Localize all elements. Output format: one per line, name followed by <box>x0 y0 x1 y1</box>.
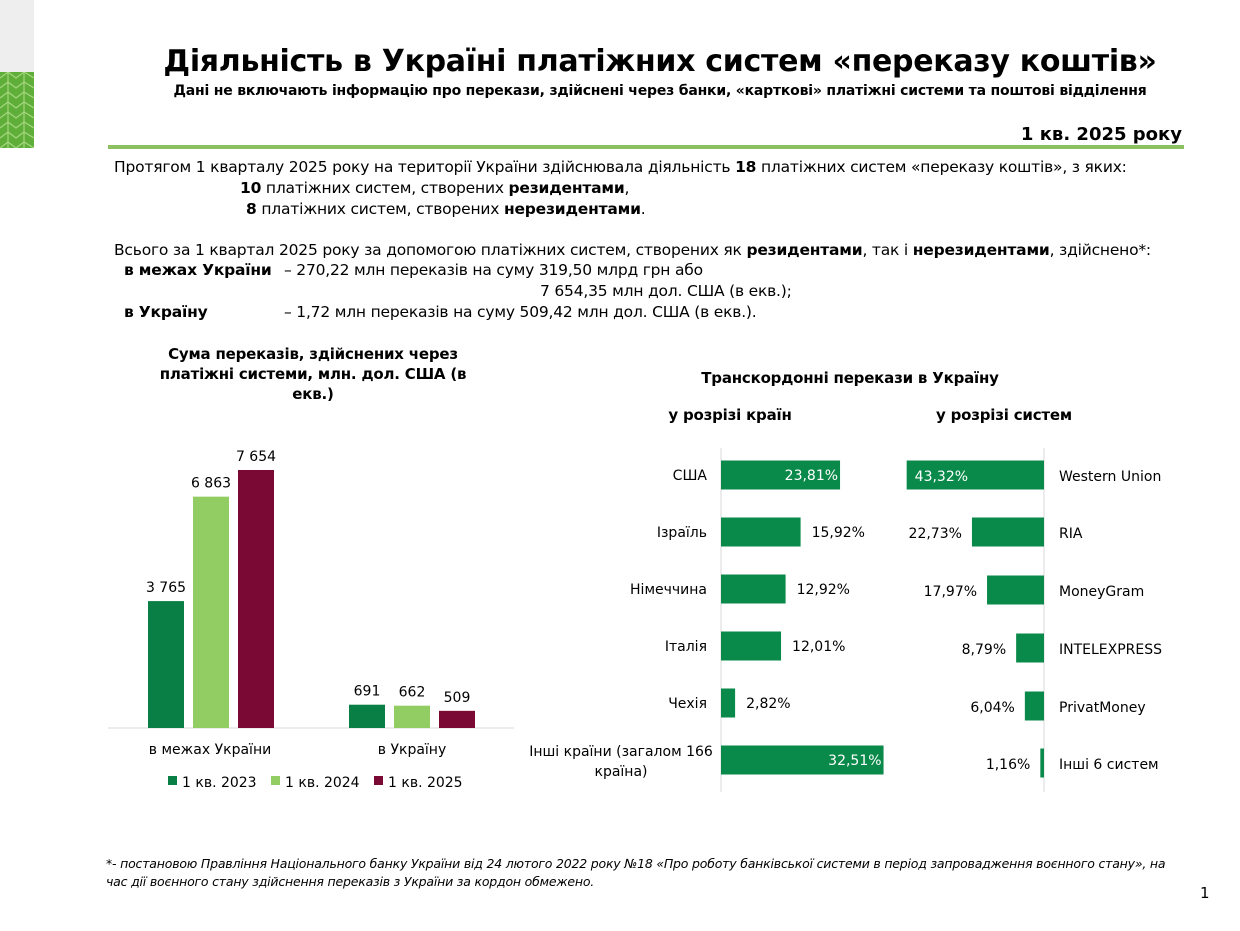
system-label-3: INTELEXPRESS <box>1059 642 1162 658</box>
country-bar-4 <box>721 688 736 718</box>
country-bar-0 <box>721 460 841 490</box>
system-bar-1 <box>971 517 1044 547</box>
system-value-3: 8,79% <box>962 642 1006 658</box>
inbound-label: в Україну <box>124 303 208 321</box>
legend-label-0: 1 кв. 2023 <box>182 775 257 791</box>
domestic-text-usd: 7 654,35 млн дол. США (в екв.); <box>540 282 792 300</box>
nonresidents-count: 8 <box>246 200 257 218</box>
country-value-0: 23,81% <box>785 468 838 484</box>
residents-count: 10 <box>240 179 262 197</box>
intro-line-3: 8 платіжних систем, створених нерезидент… <box>246 200 646 218</box>
system-value-4: 6,04% <box>970 700 1014 716</box>
page-number: 1 <box>1200 884 1210 902</box>
bar-0-1 <box>349 704 385 728</box>
residents-label: резидентами <box>508 179 625 197</box>
footnote-line-2: час дії воєнного стану здійснення перека… <box>106 874 595 889</box>
system-value-0: 43,32% <box>915 469 968 485</box>
system-label-1: RIA <box>1059 526 1083 542</box>
intro-text: платіжних систем, створених <box>261 179 509 197</box>
country-value-1: 15,92% <box>812 525 865 541</box>
country-label-2: Німеччина <box>630 582 707 598</box>
system-bar-0 <box>906 460 1044 490</box>
system-value-1: 22,73% <box>909 526 962 542</box>
bar-label-0-0: 3 765 <box>146 580 186 596</box>
system-value-5: 1,16% <box>986 757 1030 773</box>
legend-swatch-0 <box>168 776 177 785</box>
bar-label-1-1: 662 <box>399 685 426 701</box>
country-value-5: 32,51% <box>828 753 881 769</box>
totals-line-1: Всього за 1 квартал 2025 року за допомог… <box>114 241 1151 259</box>
legend-label-1: 1 кв. 2024 <box>285 775 360 791</box>
x-tick-label-0: в межах України <box>149 742 271 758</box>
inbound-text: – 1,72 млн переказів на суму 509,42 млн … <box>284 303 757 321</box>
decor-strip-grey <box>0 0 34 72</box>
intro-text: платіжних систем, створених <box>256 200 504 218</box>
system-label-5: Інші 6 систем <box>1059 757 1159 773</box>
country-bar-2 <box>721 574 786 604</box>
bar-2-0 <box>238 470 274 728</box>
bar-0-0 <box>148 601 184 728</box>
bar-2-1 <box>439 710 475 728</box>
country-label-4: Чехія <box>668 696 707 712</box>
bar-label-0-1: 691 <box>354 684 381 700</box>
bar-1-0 <box>193 496 229 728</box>
countries-chart-title: у розрізі країн <box>668 406 792 424</box>
system-bar-3 <box>1016 633 1044 663</box>
intro-line-1: Протягом 1 кварталу 2025 року на територ… <box>114 158 1127 176</box>
cross-border-title: Транскордонні перекази в Україну <box>701 369 999 387</box>
intro-text: Протягом 1 кварталу 2025 року на територ… <box>114 158 736 176</box>
country-label-3: Італія <box>665 639 707 655</box>
country-value-4: 2,82% <box>746 696 790 712</box>
country-value-3: 12,01% <box>792 639 845 655</box>
country-label-5-line-0: Інші країни (загалом 166 <box>529 744 713 760</box>
page-subtitle: Дані не включають інформацію про переказ… <box>173 83 1147 99</box>
header-divider <box>108 145 1184 149</box>
legend-swatch-2 <box>374 776 383 785</box>
system-value-2: 17,97% <box>924 584 977 600</box>
bar-1-1 <box>394 705 430 728</box>
x-tick-label-1: в Україну <box>378 742 446 758</box>
system-bar-5 <box>1040 748 1044 778</box>
legend-swatch-1 <box>271 776 280 785</box>
country-label-5-line-1: країна) <box>594 764 647 780</box>
intro-line-2: 10 платіжних систем, створених резидента… <box>240 179 630 197</box>
system-bar-4 <box>1024 691 1044 721</box>
system-bar-2 <box>987 575 1044 605</box>
systems-chart-title: у розрізі систем <box>936 406 1072 424</box>
intro-text: платіжних систем «переказу коштів», з як… <box>756 158 1127 176</box>
country-bar-5 <box>721 745 884 775</box>
country-label-0: США <box>673 468 708 484</box>
country-value-2: 12,92% <box>797 582 850 598</box>
system-label-0: Western Union <box>1059 469 1161 485</box>
bar-label-1-0: 6 863 <box>191 476 231 492</box>
decor-leaf-pattern <box>0 72 34 148</box>
domestic-label: в межах України <box>124 261 272 279</box>
country-label-1: Ізраїль <box>657 525 707 541</box>
footnote-line-1: *- постановою Правління Національного ба… <box>106 856 1166 871</box>
system-label-2: MoneyGram <box>1059 584 1144 600</box>
bar-label-2-1: 509 <box>444 690 471 706</box>
systems-total: 18 <box>735 158 757 176</box>
system-label-4: PrivatMoney <box>1059 700 1146 716</box>
country-bar-3 <box>721 631 782 661</box>
country-bar-1 <box>721 517 801 547</box>
report-period: 1 кв. 2025 року <box>1020 124 1182 145</box>
bar-chart-title: Сума переказів, здійснених через платіжн… <box>159 345 467 403</box>
domestic-text: – 270,22 млн переказів на суму 319,50 мл… <box>284 261 703 279</box>
nonresidents-label: нерезидентами <box>503 200 641 218</box>
bar-label-2-0: 7 654 <box>236 449 276 465</box>
legend-label-2: 1 кв. 2025 <box>388 775 463 791</box>
page-title: Діяльність в Україні платіжних систем «п… <box>163 44 1157 79</box>
